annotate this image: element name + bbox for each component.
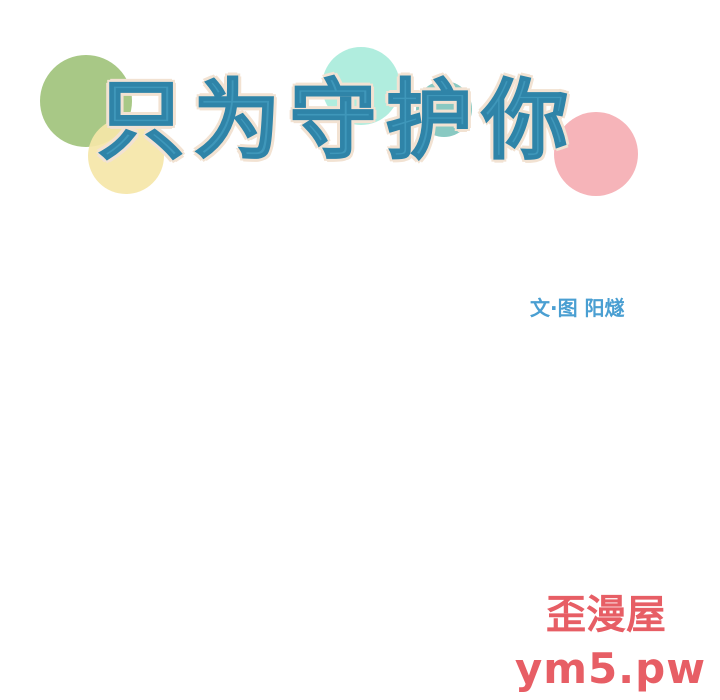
decorative-circles [40, 47, 638, 196]
pink-circle [554, 112, 638, 196]
author-credit: 文·图 阳燧 [530, 296, 625, 320]
comic-title: 只为守护你 [97, 71, 578, 171]
title-logo: 只为守护你 [0, 0, 720, 240]
teal-circle [416, 81, 472, 137]
watermark-site-name: 歪漫屋 [546, 592, 666, 638]
mint-circle [322, 47, 400, 125]
yellow-circle [88, 118, 164, 194]
watermark-url: ym5.pw [514, 644, 706, 693]
